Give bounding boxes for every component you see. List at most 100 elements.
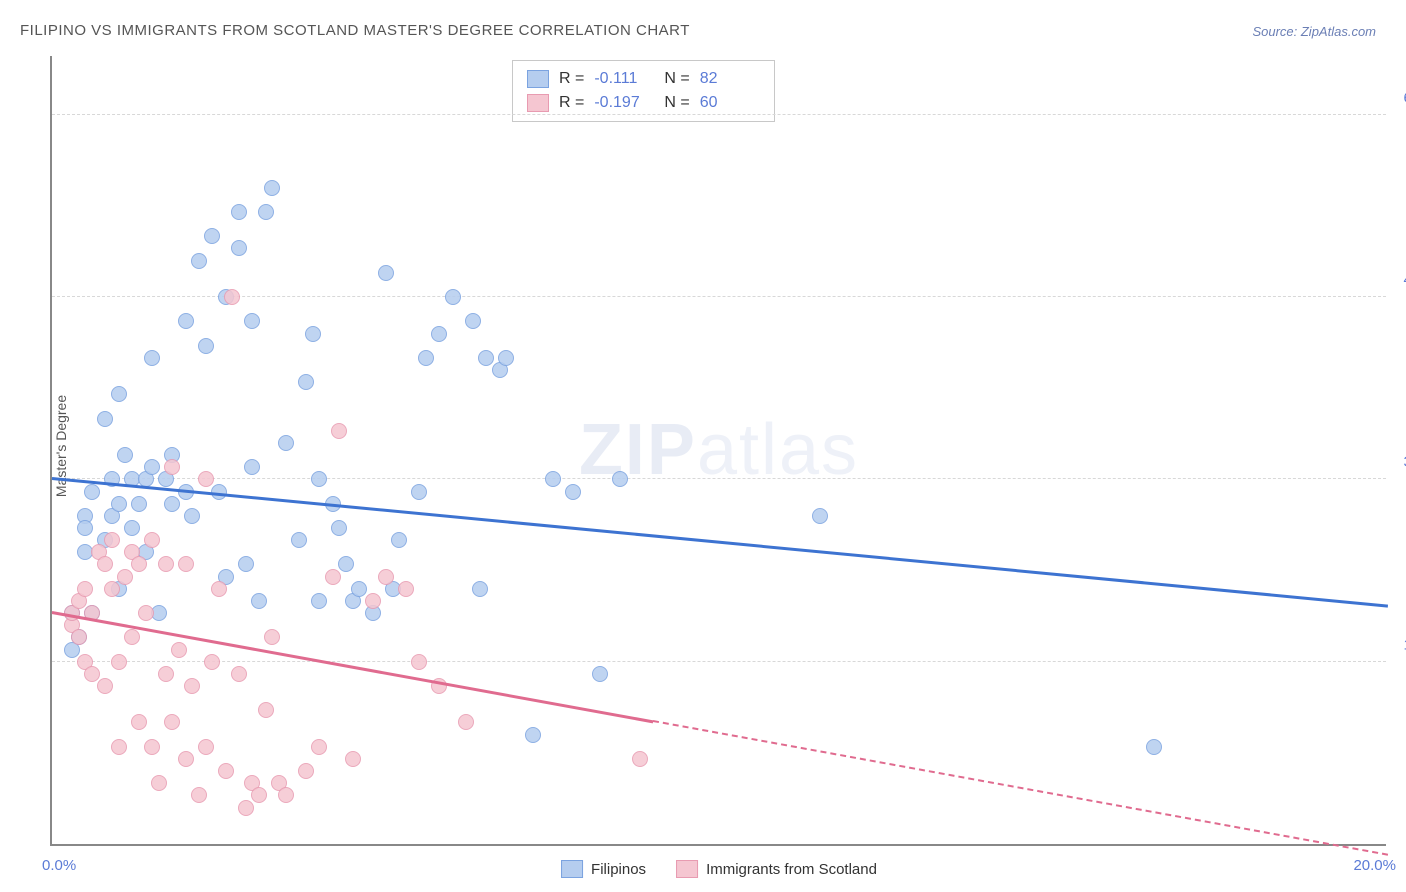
scatter-point — [171, 642, 187, 658]
chart-container: FILIPINO VS IMMIGRANTS FROM SCOTLAND MAS… — [0, 0, 1406, 892]
scatter-point — [138, 605, 154, 621]
scatter-point — [278, 787, 294, 803]
scatter-point — [131, 496, 147, 512]
scatter-point — [204, 228, 220, 244]
legend-label-series2: Immigrants from Scotland — [706, 861, 877, 878]
scatter-point — [411, 654, 427, 670]
scatter-point — [298, 374, 314, 390]
scatter-point — [612, 471, 628, 487]
scatter-point — [278, 435, 294, 451]
scatter-point — [191, 787, 207, 803]
scatter-point — [525, 727, 541, 743]
scatter-point — [224, 289, 240, 305]
scatter-point — [198, 471, 214, 487]
scatter-point — [458, 714, 474, 730]
scatter-point — [97, 678, 113, 694]
scatter-point — [124, 629, 140, 645]
scatter-point — [84, 666, 100, 682]
scatter-point — [198, 739, 214, 755]
chart-title: FILIPINO VS IMMIGRANTS FROM SCOTLAND MAS… — [20, 22, 690, 39]
scatter-point — [204, 654, 220, 670]
scatter-point — [111, 496, 127, 512]
legend-swatch-series2-bottom — [676, 860, 698, 878]
gridline — [52, 114, 1386, 115]
scatter-point — [632, 751, 648, 767]
scatter-point — [338, 556, 354, 572]
scatter-point — [331, 520, 347, 536]
scatter-point — [144, 350, 160, 366]
legend-stats-box: R = -0.111 N = 82 R = -0.197 N = 60 — [512, 60, 775, 122]
scatter-point — [311, 593, 327, 609]
scatter-point — [498, 350, 514, 366]
scatter-point — [211, 581, 227, 597]
stat-n-value-2: 60 — [700, 94, 760, 112]
legend-stats-row: R = -0.111 N = 82 — [527, 67, 760, 91]
scatter-point — [311, 739, 327, 755]
stat-r-label: R = — [559, 70, 584, 88]
scatter-point — [191, 253, 207, 269]
legend-stats-row: R = -0.197 N = 60 — [527, 91, 760, 115]
trend-line — [52, 611, 654, 723]
scatter-point — [164, 496, 180, 512]
stat-n-label: N = — [664, 70, 689, 88]
scatter-point — [465, 313, 481, 329]
scatter-point — [378, 265, 394, 281]
legend-swatch-series1-bottom — [561, 860, 583, 878]
scatter-point — [391, 532, 407, 548]
gridline — [52, 296, 1386, 297]
stat-r-value-1: -0.111 — [594, 70, 654, 88]
scatter-point — [431, 326, 447, 342]
scatter-point — [331, 423, 347, 439]
scatter-point — [111, 386, 127, 402]
scatter-point — [411, 484, 427, 500]
scatter-point — [365, 593, 381, 609]
stat-n-label: N = — [664, 94, 689, 112]
scatter-point — [77, 520, 93, 536]
scatter-point — [238, 800, 254, 816]
legend-label-series1: Filipinos — [591, 861, 646, 878]
scatter-point — [178, 751, 194, 767]
scatter-point — [184, 678, 200, 694]
scatter-point — [311, 471, 327, 487]
scatter-point — [812, 508, 828, 524]
scatter-point — [398, 581, 414, 597]
scatter-point — [144, 459, 160, 475]
scatter-point — [231, 240, 247, 256]
legend-swatch-series2 — [527, 94, 549, 112]
scatter-point — [178, 313, 194, 329]
scatter-point — [418, 350, 434, 366]
scatter-point — [258, 204, 274, 220]
scatter-point — [244, 313, 260, 329]
scatter-point — [97, 411, 113, 427]
scatter-point — [164, 459, 180, 475]
scatter-point — [97, 556, 113, 572]
scatter-point — [218, 763, 234, 779]
scatter-point — [351, 581, 367, 597]
x-tick-label: 20.0% — [1353, 857, 1396, 874]
trend-line — [653, 720, 1388, 856]
scatter-point — [264, 180, 280, 196]
scatter-point — [325, 569, 341, 585]
scatter-point — [545, 471, 561, 487]
scatter-point — [244, 459, 260, 475]
bottom-legend: Filipinos Immigrants from Scotland — [561, 860, 877, 878]
y-tick-label: 30.0% — [1391, 454, 1406, 471]
scatter-point — [111, 739, 127, 755]
scatter-point — [305, 326, 321, 342]
scatter-point — [144, 532, 160, 548]
scatter-point — [238, 556, 254, 572]
scatter-point — [151, 775, 167, 791]
scatter-point — [144, 739, 160, 755]
source-attribution: Source: ZipAtlas.com — [1252, 24, 1376, 39]
scatter-point — [131, 714, 147, 730]
scatter-point — [251, 593, 267, 609]
scatter-point — [231, 666, 247, 682]
y-tick-label: 15.0% — [1391, 636, 1406, 653]
scatter-point — [111, 654, 127, 670]
scatter-point — [178, 556, 194, 572]
scatter-point — [345, 751, 361, 767]
scatter-point — [298, 763, 314, 779]
legend-item-series1: Filipinos — [561, 860, 646, 878]
scatter-point — [592, 666, 608, 682]
scatter-point — [198, 338, 214, 354]
